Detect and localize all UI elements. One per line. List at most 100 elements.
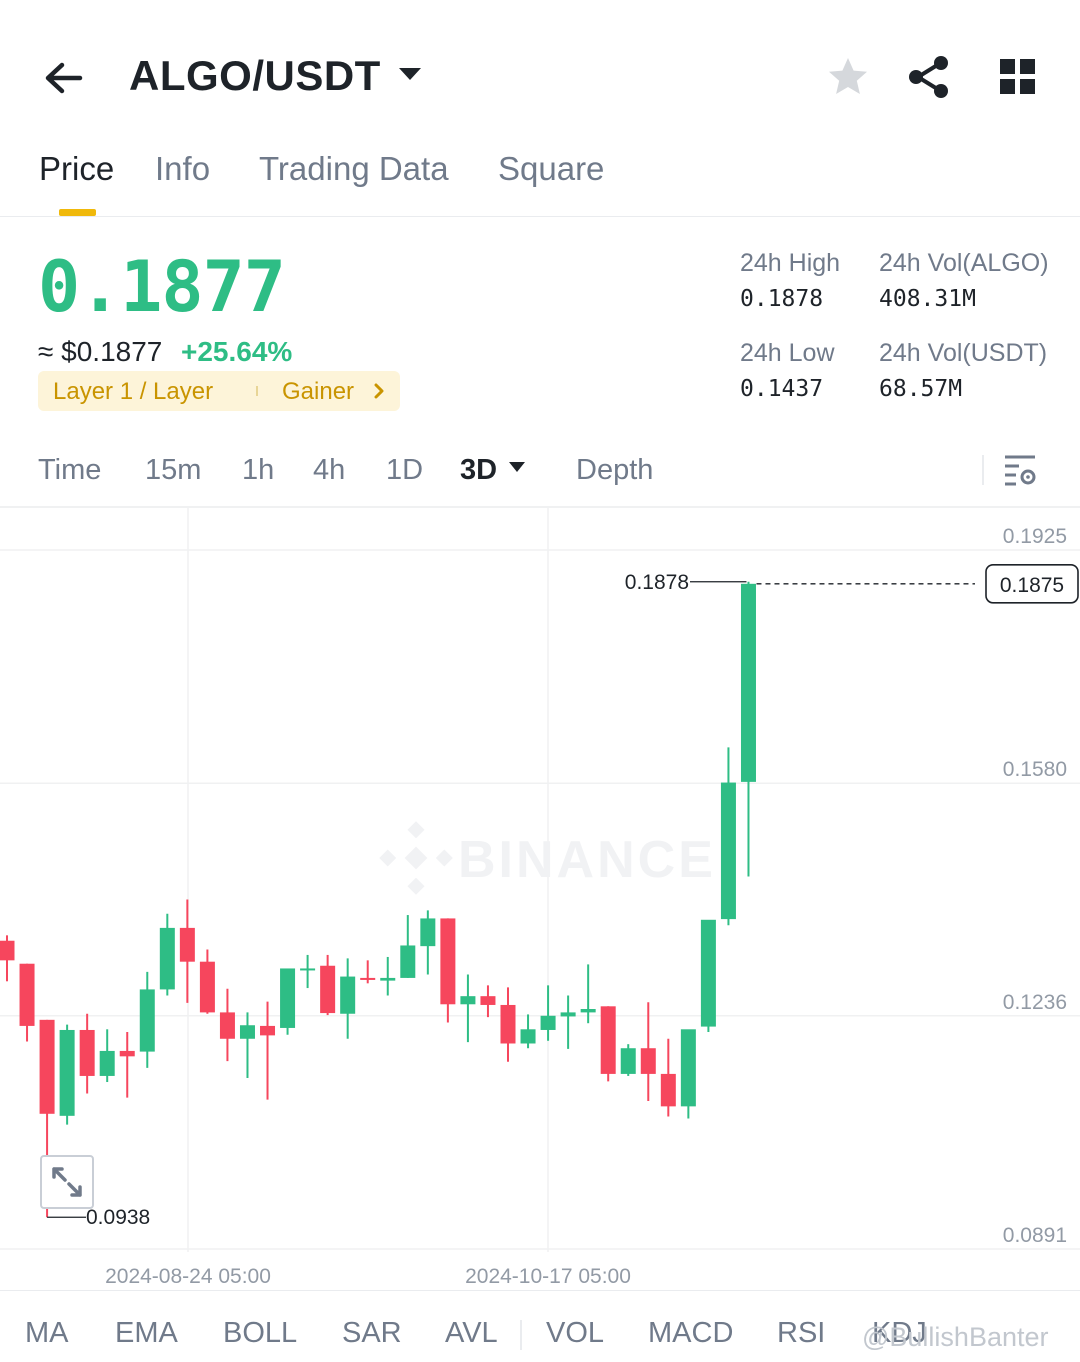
- back-arrow-icon[interactable]: [40, 54, 88, 102]
- watermark-text: BINANCE: [458, 831, 716, 889]
- candle-body: [239, 1025, 255, 1039]
- fiat-price: ≈ $0.1877: [38, 336, 163, 367]
- current-price-badge: 0.1875: [985, 564, 1079, 604]
- candles: [0, 581, 756, 1218]
- last-price: 0.1877: [38, 246, 286, 328]
- candle-body: [360, 977, 376, 980]
- stat-vol-quote-value: 68.57M: [879, 376, 963, 402]
- candle-body: [260, 1025, 276, 1036]
- tag-sector[interactable]: Layer 1 / Layer: [53, 378, 214, 405]
- candle-7: [139, 971, 155, 1068]
- tab-trading-data[interactable]: Trading Data: [259, 150, 449, 187]
- x-tick-label-0: 2024-08-24 05:00: [105, 1265, 271, 1288]
- indicator-macd[interactable]: MACD: [648, 1317, 734, 1349]
- candle-29: [580, 964, 596, 1024]
- interval-separator: [982, 455, 984, 485]
- chevron-down-icon[interactable]: [508, 461, 526, 473]
- candle-body: [640, 1048, 656, 1074]
- candle-5: [99, 1029, 115, 1083]
- candle-body: [600, 1006, 616, 1074]
- y-axis-labels: 0.1925 0.1580 0.1236 0.0891: [1003, 525, 1067, 1247]
- candle-body: [680, 1029, 696, 1107]
- chevron-down-icon[interactable]: [398, 66, 422, 82]
- binance-watermark: BINANCE: [379, 821, 716, 895]
- candle-24: [480, 985, 496, 1018]
- indicator-ema[interactable]: EMA: [115, 1317, 178, 1349]
- candle-22: [440, 918, 456, 1023]
- y-tick-label-0: 0.1925: [1003, 525, 1067, 548]
- candle-body: [340, 976, 356, 1014]
- candle-body: [219, 1012, 235, 1039]
- candle-body: [0, 940, 15, 961]
- candle-32: [640, 1002, 656, 1101]
- change-percent: +25.64%: [181, 336, 293, 367]
- pair-title[interactable]: ALGO/USDT: [129, 52, 381, 99]
- stat-low-label: 24h Low: [740, 339, 835, 367]
- grid-icon[interactable]: [998, 57, 1038, 97]
- candle-17: [340, 958, 356, 1039]
- indicator-boll[interactable]: BOLL: [223, 1317, 298, 1349]
- interval-1d[interactable]: 1D: [386, 454, 424, 486]
- tab-active-indicator: [59, 209, 96, 216]
- candle-21: [420, 910, 436, 975]
- tab-square[interactable]: Square: [498, 150, 605, 187]
- candle-12: [239, 1012, 255, 1078]
- candle-body: [540, 1015, 556, 1030]
- candle-body: [280, 968, 296, 1028]
- interval-depth[interactable]: Depth: [576, 454, 654, 486]
- indicator-avl[interactable]: AVL: [445, 1317, 498, 1349]
- candle-body: [740, 583, 756, 782]
- indicator-vol[interactable]: VOL: [546, 1317, 605, 1349]
- candle-9: [179, 899, 195, 1003]
- indicator-sar[interactable]: SAR: [342, 1317, 402, 1349]
- tag-gainer[interactable]: Gainer: [282, 378, 355, 405]
- min-price-label: 0.0938: [86, 1206, 150, 1229]
- candle-body: [119, 1050, 135, 1057]
- candle-body: [560, 1012, 576, 1017]
- x-tick-label-1: 2024-10-17 05:00: [465, 1265, 631, 1288]
- tab-price[interactable]: Price: [39, 150, 115, 187]
- candle-body: [320, 965, 336, 1014]
- chart-settings-icon[interactable]: [1002, 452, 1038, 488]
- indicator-kdj[interactable]: KDJ: [872, 1317, 927, 1349]
- candle-body: [159, 927, 175, 990]
- tab-divider: [0, 216, 1080, 217]
- candle-body: [39, 1019, 55, 1114]
- indicator-ma[interactable]: MA: [25, 1317, 69, 1349]
- share-icon[interactable]: [906, 54, 952, 100]
- candle-10: [199, 949, 215, 1014]
- candle-body: [99, 1050, 115, 1076]
- binance-logo-icon: [379, 821, 453, 895]
- candle-13: [260, 1001, 276, 1100]
- stat-high-label: 24h High: [740, 249, 841, 277]
- indicator-rsi[interactable]: RSI: [777, 1317, 826, 1349]
- candle-35: [700, 919, 716, 1032]
- interval-time[interactable]: Time: [38, 454, 102, 486]
- current-price-text: 0.1875: [1000, 574, 1064, 597]
- interval-divider: [0, 506, 1080, 508]
- candle-28: [560, 995, 576, 1049]
- candle-27: [540, 985, 556, 1041]
- expand-icon: [52, 1167, 82, 1197]
- tab-info[interactable]: Info: [155, 150, 211, 187]
- candle-body: [520, 1029, 536, 1044]
- stat-high-value: 0.1878: [740, 286, 824, 312]
- chevron-right-icon[interactable]: [371, 381, 387, 401]
- candle-body: [79, 1029, 95, 1076]
- current-price-box: [985, 564, 1079, 604]
- interval-3d[interactable]: 3D: [460, 454, 498, 486]
- tag-bar[interactable]: [38, 371, 400, 411]
- interval-15m[interactable]: 15m: [145, 454, 202, 486]
- candle-body: [620, 1048, 636, 1074]
- fullscreen-button[interactable]: [40, 1155, 94, 1209]
- x-axis-labels: 2024-08-24 05:00 2024-10-17 05:00: [105, 1265, 631, 1288]
- candlestick-chart[interactable]: BINANCE 0.1925 0.1580 0.1236 0.0891 2024-08…: [0, 508, 1080, 1290]
- candle-37: [740, 581, 756, 877]
- star-icon[interactable]: [826, 55, 870, 99]
- interval-1h[interactable]: 1h: [242, 454, 275, 486]
- candle-25: [500, 987, 516, 1062]
- candle-body: [19, 963, 35, 1026]
- candle-30: [600, 1006, 616, 1082]
- candle-1: [19, 963, 35, 1042]
- interval-4h[interactable]: 4h: [313, 454, 346, 486]
